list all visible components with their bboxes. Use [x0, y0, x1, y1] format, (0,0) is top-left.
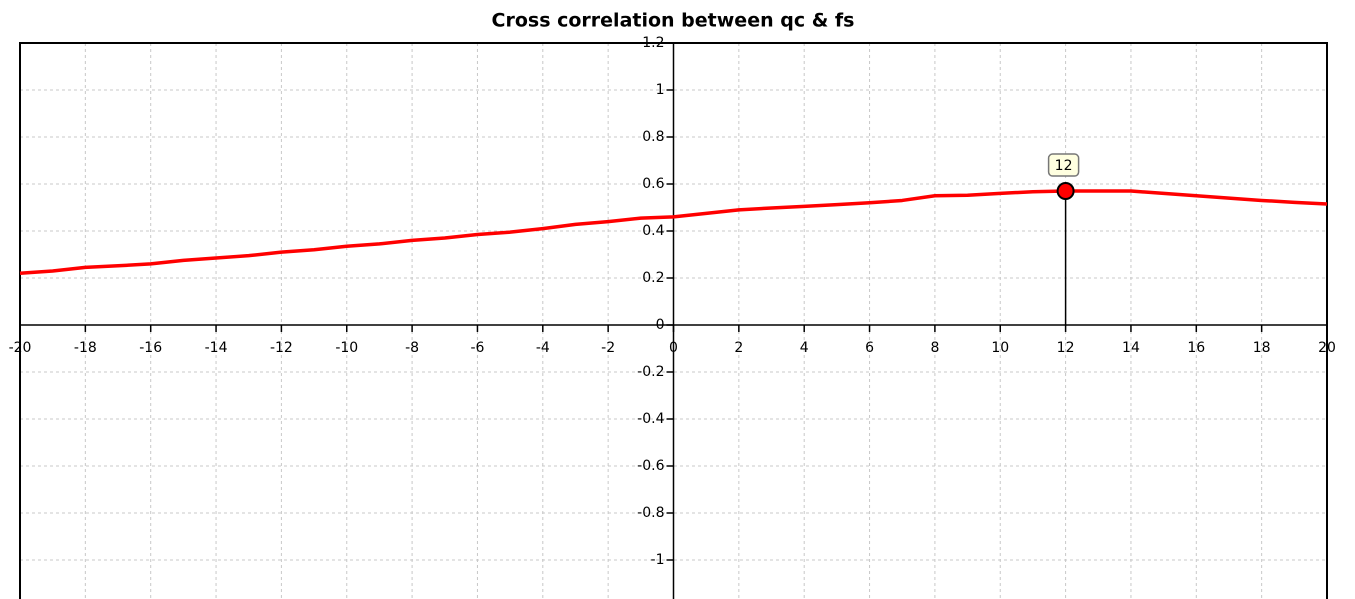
x-tick-label: -16 [139, 340, 162, 356]
y-tick-label: -0.6 [637, 458, 664, 474]
x-tick-label: 2 [734, 340, 743, 356]
x-tick-label: 20 [1318, 340, 1336, 356]
x-tick-label: 4 [800, 340, 809, 356]
x-tick-label: -10 [335, 340, 358, 356]
y-tick-label: 1 [656, 82, 665, 98]
series-line [19, 189, 1328, 276]
y-tick-label: 0.6 [642, 176, 664, 192]
x-tick-label: 14 [1122, 340, 1140, 356]
x-tick-label: -20 [9, 340, 32, 356]
x-tick-label: 16 [1187, 340, 1205, 356]
x-tick-label: -12 [270, 340, 293, 356]
x-tick-label: -14 [205, 340, 228, 356]
x-tick-label: 8 [930, 340, 939, 356]
y-tick-label: 0.2 [642, 270, 664, 286]
x-tick-label: -2 [601, 340, 615, 356]
y-tick-label: 0.4 [642, 223, 664, 239]
y-tick-label: -0.4 [637, 411, 664, 427]
highlight-marker [1056, 182, 1075, 201]
y-tick-label: -1 [651, 552, 665, 568]
x-tick-label: 6 [865, 340, 874, 356]
y-tick-label: -0.8 [637, 505, 664, 521]
x-tick-label: -18 [74, 340, 97, 356]
y-tick-label: 0.8 [642, 129, 664, 145]
x-tick-label: 12 [1057, 340, 1075, 356]
y-tick-label: 0 [656, 317, 665, 333]
highlight-label: 12 [1055, 158, 1073, 174]
highlight-label-box [1047, 153, 1080, 177]
x-tick-label: 18 [1253, 340, 1271, 356]
x-tick-label: -4 [536, 340, 550, 356]
y-tick-label: -0.2 [637, 364, 664, 380]
y-tick-label: 1.2 [642, 35, 664, 51]
x-tick-label: -6 [470, 340, 484, 356]
x-tick-label: 0 [669, 340, 678, 356]
chart-title: Cross correlation between qc & fs [492, 10, 855, 32]
x-tick-label: -8 [405, 340, 419, 356]
x-tick-label: 10 [991, 340, 1009, 356]
